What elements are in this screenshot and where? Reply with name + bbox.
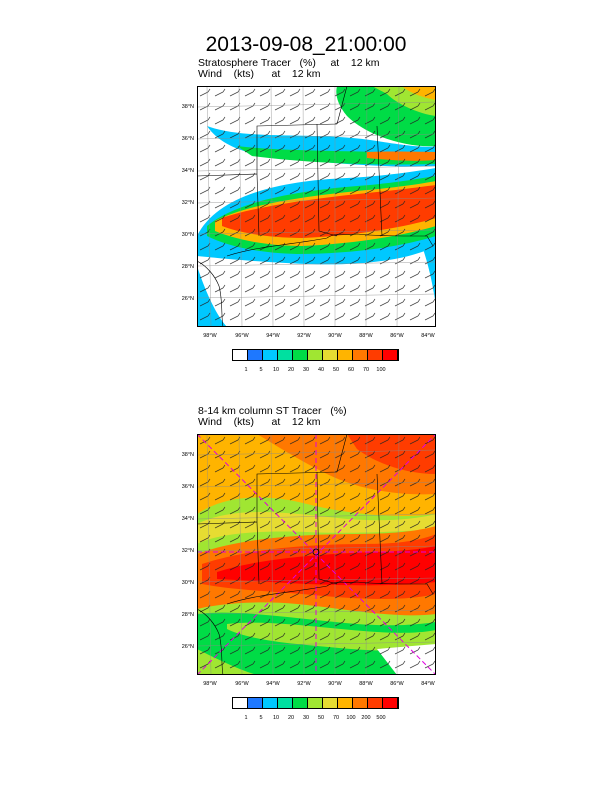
main-title: 2013-09-08_21:00:00 <box>205 33 407 56</box>
panel1-lon-label: 98°W <box>203 333 217 339</box>
panel1-colorbar-label: 100 <box>376 367 386 373</box>
colorbar-swatch <box>263 350 278 360</box>
colorbar-swatch <box>353 698 368 708</box>
panel2-lon-label: 90°W <box>328 681 342 687</box>
panel1-map <box>197 86 436 327</box>
panel1-title-line2: Wind (kts) at 12 km <box>198 68 321 80</box>
panel1-lon-label: 90°W <box>328 333 342 339</box>
panel1-lat-label: 28°N <box>181 264 194 270</box>
panel2-colorbar-label: 70 <box>332 715 340 721</box>
colorbar-swatch <box>278 698 293 708</box>
panel1-lon-label: 86°W <box>390 333 404 339</box>
panel2-colorbar <box>232 697 399 709</box>
colorbar-swatch <box>368 350 383 360</box>
panel2-title-line1: 8-14 km column ST Tracer (%) <box>198 405 347 417</box>
colorbar-swatch <box>338 698 353 708</box>
panel1-lat-label: 34°N <box>181 168 194 174</box>
panel1-lon-label: 92°W <box>297 333 311 339</box>
panel1-lat-label: 26°N <box>181 296 194 302</box>
colorbar-swatch <box>368 698 383 708</box>
panel1-colorbar <box>232 349 399 361</box>
colorbar-swatch <box>338 350 353 360</box>
panel2-title-line2: Wind (kts) at 12 km <box>198 416 321 428</box>
panel2-map <box>197 434 436 675</box>
panel1-colorbar-label: 50 <box>332 367 340 373</box>
panel2-colorbar-label: 100 <box>346 715 356 721</box>
panel1-title-line1: Stratosphere Tracer (%) at 12 km <box>198 57 380 69</box>
panel2-lat-label: 32°N <box>181 548 194 554</box>
panel2-lat-label: 28°N <box>181 612 194 618</box>
colorbar-swatch <box>353 350 368 360</box>
panel1-colorbar-label: 10 <box>272 367 280 373</box>
panel2-colorbar-label: 500 <box>376 715 386 721</box>
panel1-colorbar-label: 20 <box>287 367 295 373</box>
panel1-colorbar-label: 40 <box>317 367 325 373</box>
panel2-lon-label: 86°W <box>390 681 404 687</box>
panel2-colorbar-label: 30 <box>302 715 310 721</box>
panel2-colorbar-label: 5 <box>259 715 263 721</box>
panel2-lon-label: 94°W <box>266 681 280 687</box>
colorbar-swatch <box>248 350 263 360</box>
colorbar-swatch <box>248 698 263 708</box>
panel1-lon-label: 84°W <box>421 333 435 339</box>
panel2-colorbar-label: 20 <box>287 715 295 721</box>
panel1-colorbar-label: 70 <box>362 367 370 373</box>
panel2-lat-label: 36°N <box>181 484 194 490</box>
panel2-colorbar-label: 200 <box>361 715 371 721</box>
panel2-lon-label: 98°W <box>203 681 217 687</box>
panel2-lon-label: 92°W <box>297 681 311 687</box>
colorbar-swatch <box>308 350 323 360</box>
panel2-colorbar-label: 10 <box>272 715 280 721</box>
panel2-lon-label: 96°W <box>235 681 249 687</box>
panel1-lon-label: 94°W <box>266 333 280 339</box>
panel2-lat-label: 30°N <box>181 580 194 586</box>
panel2-lat-label: 38°N <box>181 452 194 458</box>
panel2-colorbar-label: 1 <box>244 715 248 721</box>
panel1-colorbar-label: 60 <box>347 367 355 373</box>
panel1-lon-label: 96°W <box>235 333 249 339</box>
colorbar-swatch <box>278 350 293 360</box>
panel2-lon-label: 88°W <box>359 681 373 687</box>
colorbar-swatch <box>293 350 308 360</box>
colorbar-swatch <box>323 698 338 708</box>
panel1-lon-label: 88°W <box>359 333 373 339</box>
panel1-lat-label: 36°N <box>181 136 194 142</box>
colorbar-swatch <box>323 350 338 360</box>
colorbar-swatch <box>308 698 323 708</box>
panel1-lat-label: 30°N <box>181 232 194 238</box>
panel1-colorbar-label: 30 <box>302 367 310 373</box>
panel1-lat-label: 32°N <box>181 200 194 206</box>
colorbar-swatch <box>383 350 398 360</box>
panel2-lat-label: 34°N <box>181 516 194 522</box>
colorbar-swatch <box>263 698 278 708</box>
colorbar-swatch <box>383 698 398 708</box>
colorbar-swatch <box>293 698 308 708</box>
panel2-lon-label: 84°W <box>421 681 435 687</box>
panel2-lat-label: 26°N <box>181 644 194 650</box>
colorbar-swatch <box>233 698 248 708</box>
panel2-colorbar-label: 50 <box>317 715 325 721</box>
panel1-colorbar-label: 5 <box>259 367 263 373</box>
panel1-lat-label: 38°N <box>181 104 194 110</box>
colorbar-swatch <box>233 350 248 360</box>
panel1-colorbar-label: 1 <box>244 367 248 373</box>
